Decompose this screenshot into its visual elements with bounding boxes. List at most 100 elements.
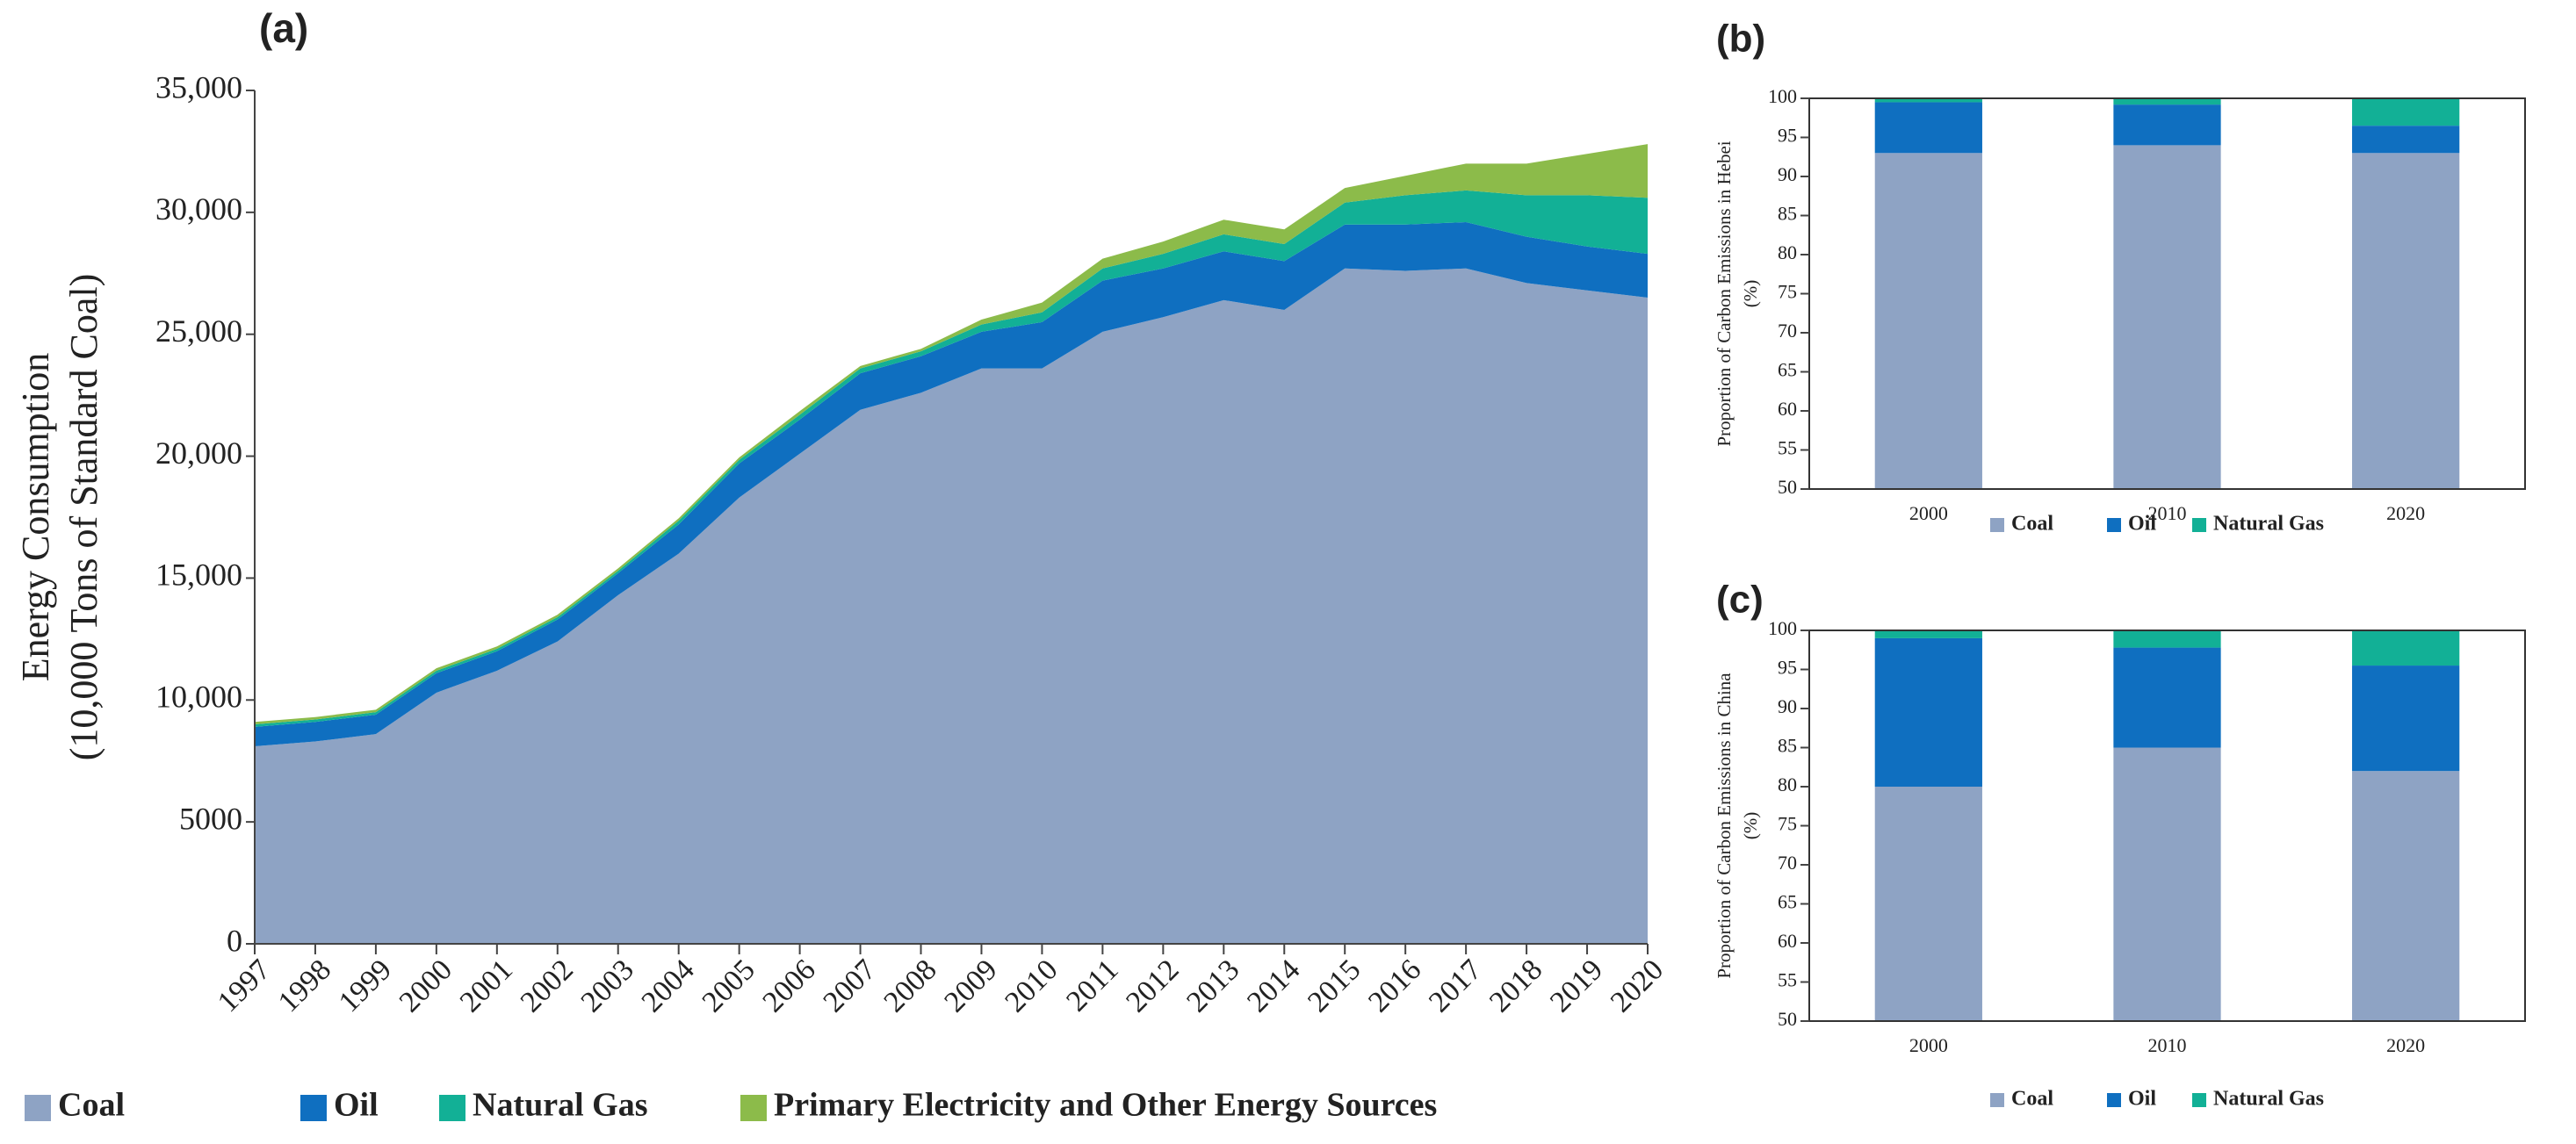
bar xyxy=(2113,630,2221,648)
bar xyxy=(2113,647,2221,748)
y-axis-label: (%) xyxy=(1740,812,1761,839)
y-tick-label: 90 xyxy=(1778,163,1797,185)
x-tick-label: 2020 xyxy=(2386,1034,2425,1056)
bar xyxy=(2113,747,2221,1021)
y-tick-label: 50 xyxy=(1778,476,1797,498)
x-tick-label: 2004 xyxy=(636,953,701,1018)
panel-label: (c) xyxy=(1716,579,1764,622)
y-tick-label: 70 xyxy=(1778,852,1797,874)
y-tick-label: 65 xyxy=(1778,359,1797,381)
y-tick-label: 100 xyxy=(1768,85,1797,107)
legend-swatch xyxy=(2192,1093,2206,1107)
x-tick-label: 2003 xyxy=(575,953,640,1018)
y-tick-label: 85 xyxy=(1778,735,1797,757)
y-tick-label: 20,000 xyxy=(155,435,242,471)
bar xyxy=(1874,153,1982,490)
bar xyxy=(1874,102,1982,154)
y-tick-label: 0 xyxy=(227,923,242,958)
x-tick-label: 1999 xyxy=(333,953,398,1018)
y-tick-label: 80 xyxy=(1778,241,1797,263)
y-tick-label: 100 xyxy=(1768,617,1797,639)
x-tick-label: 2009 xyxy=(938,953,1003,1018)
bar xyxy=(1874,637,1982,787)
y-axis-label: (10,000 Tons of Standard Coal) xyxy=(62,274,105,761)
panel-label: (a) xyxy=(259,5,308,51)
bar xyxy=(2352,153,2460,490)
y-tick-label: 75 xyxy=(1778,281,1797,303)
x-tick-label: 2007 xyxy=(817,953,882,1018)
legend-label: Oil xyxy=(2128,1088,2156,1111)
bar xyxy=(1874,630,1982,638)
bar xyxy=(2352,666,2460,772)
x-tick-label: 2010 xyxy=(2148,1034,2187,1056)
bar xyxy=(2352,126,2460,154)
y-tick-label: 30,000 xyxy=(155,191,242,227)
y-tick-label: 15,000 xyxy=(155,558,242,593)
x-tick-label: 2011 xyxy=(1060,953,1124,1018)
y-axis-label: (%) xyxy=(1740,280,1761,307)
x-tick-label: 2016 xyxy=(1362,953,1427,1018)
legend-swatch xyxy=(2107,1093,2121,1107)
legend-swatch xyxy=(25,1095,51,1121)
y-tick-label: 95 xyxy=(1778,657,1797,679)
area xyxy=(255,268,1648,944)
legend-label: Oil xyxy=(2128,513,2156,536)
legend-swatch xyxy=(300,1095,327,1121)
x-tick-label: 2010 xyxy=(2148,502,2187,524)
legend-label: Natural Gas xyxy=(2213,1088,2324,1111)
y-tick-label: 5000 xyxy=(179,801,242,836)
x-tick-label: 2002 xyxy=(515,953,580,1018)
bar xyxy=(2352,771,2460,1021)
bar xyxy=(1874,787,1982,1021)
legend-swatch xyxy=(1990,518,2004,532)
legend-label: Coal xyxy=(2011,513,2053,536)
legend-label: Oil xyxy=(334,1087,379,1124)
x-tick-label: 2017 xyxy=(1423,953,1488,1018)
x-tick-label: 2014 xyxy=(1241,953,1306,1018)
x-tick-label: 2000 xyxy=(1909,502,1948,524)
bar xyxy=(2113,98,2221,105)
y-tick-label: 25,000 xyxy=(155,313,242,349)
x-tick-label: 2000 xyxy=(1909,1034,1948,1056)
y-tick-label: 95 xyxy=(1778,125,1797,147)
y-tick-label: 50 xyxy=(1778,1008,1797,1030)
y-tick-label: 70 xyxy=(1778,320,1797,342)
x-tick-label: 2019 xyxy=(1544,953,1609,1018)
area xyxy=(255,221,1648,747)
y-axis-label: Energy Consumption xyxy=(14,353,57,681)
bar xyxy=(2113,104,2221,146)
panel-label: (b) xyxy=(1716,18,1765,61)
legend-swatch xyxy=(1990,1093,2004,1107)
x-tick-label: 2010 xyxy=(999,953,1064,1018)
y-tick-label: 35,000 xyxy=(155,69,242,104)
y-axis-label: Proportion of Carbon Emissions in China xyxy=(1714,673,1735,979)
x-tick-label: 1998 xyxy=(272,953,337,1018)
y-tick-label: 65 xyxy=(1778,891,1797,913)
legend-label: Natural Gas xyxy=(2213,513,2324,536)
x-tick-label: 2012 xyxy=(1120,953,1185,1018)
x-tick-label: 2006 xyxy=(757,953,822,1018)
x-tick-label: 2020 xyxy=(2386,502,2425,524)
bar xyxy=(2352,98,2460,126)
legend-label: Primary Electricity and Other Energy Sou… xyxy=(774,1087,1437,1124)
y-tick-label: 75 xyxy=(1778,813,1797,835)
x-tick-label: 2018 xyxy=(1483,953,1548,1018)
legend-swatch xyxy=(439,1095,465,1121)
y-tick-label: 60 xyxy=(1778,930,1797,952)
x-tick-label: 2001 xyxy=(454,953,519,1018)
bar xyxy=(2113,145,2221,489)
legend-swatch xyxy=(2107,518,2121,532)
y-tick-label: 80 xyxy=(1778,773,1797,795)
y-axis-label: Proportion of Carbon Emissions in Hebei xyxy=(1714,140,1735,446)
legend-label: Natural Gas xyxy=(473,1087,648,1124)
x-tick-label: 2005 xyxy=(696,953,761,1018)
y-tick-label: 55 xyxy=(1778,969,1797,991)
y-tick-label: 90 xyxy=(1778,695,1797,717)
y-tick-label: 10,000 xyxy=(155,680,242,715)
legend-swatch xyxy=(2192,518,2206,532)
x-tick-label: 1997 xyxy=(212,953,277,1018)
y-tick-label: 60 xyxy=(1778,398,1797,420)
y-tick-label: 55 xyxy=(1778,437,1797,459)
x-tick-label: 2015 xyxy=(1302,953,1367,1018)
x-tick-label: 2020 xyxy=(1605,953,1670,1018)
